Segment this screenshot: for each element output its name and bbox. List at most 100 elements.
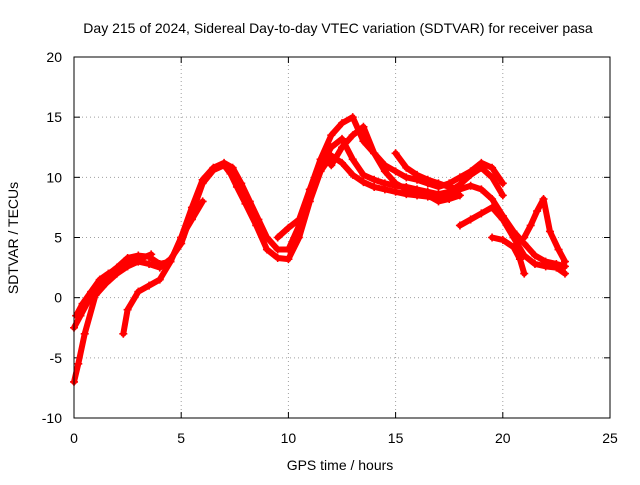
- data-point: [273, 253, 282, 262]
- data-point: [466, 167, 475, 176]
- data-point: [359, 170, 368, 179]
- data-point: [273, 245, 282, 254]
- data-point: [488, 233, 497, 242]
- data-point: [104, 269, 113, 278]
- x-tick-label: 15: [388, 430, 404, 446]
- data-point: [305, 185, 314, 194]
- data-point: [488, 194, 497, 203]
- data-point: [380, 167, 389, 176]
- series-track-9: [488, 233, 529, 278]
- data-point: [545, 227, 554, 236]
- data-point: [515, 255, 524, 264]
- data-point: [488, 203, 497, 212]
- data-point: [245, 197, 254, 206]
- x-tick-label: 5: [177, 430, 185, 446]
- data-point: [552, 263, 561, 272]
- data-point: [402, 163, 411, 172]
- data-point: [348, 170, 357, 179]
- data-point: [370, 175, 379, 184]
- data-point: [402, 185, 411, 194]
- data-point: [145, 259, 154, 268]
- data-point: [413, 170, 422, 179]
- data-point: [498, 179, 507, 188]
- data-point: [455, 173, 464, 182]
- data-point: [391, 149, 400, 158]
- data-point: [138, 253, 147, 262]
- y-tick-label: 15: [46, 109, 62, 125]
- data-point: [423, 175, 432, 184]
- data-point: [237, 179, 246, 188]
- data-point: [134, 287, 143, 296]
- data-point: [209, 163, 218, 172]
- data-point: [232, 182, 241, 191]
- data-point: [402, 173, 411, 182]
- data-point: [498, 215, 507, 224]
- data-point: [466, 181, 475, 190]
- data-point: [498, 191, 507, 200]
- data-point: [560, 257, 569, 266]
- chart-title: Day 215 of 2024, Sidereal Day-to-day VTE…: [83, 20, 593, 36]
- data-point: [509, 243, 518, 252]
- data-point: [477, 158, 486, 167]
- y-axis-label: SDTVAR / TECUs: [5, 182, 21, 294]
- data-point: [434, 197, 443, 206]
- data-point: [445, 182, 454, 191]
- data-point: [423, 191, 432, 200]
- series-band: [274, 114, 506, 241]
- data-point: [348, 113, 357, 122]
- data-point: [520, 251, 529, 260]
- data-point: [391, 179, 400, 188]
- data-point: [391, 167, 400, 176]
- series-track-3: [72, 250, 156, 320]
- data-point: [284, 255, 293, 264]
- data-point: [187, 203, 196, 212]
- data-point: [498, 235, 507, 244]
- series-band: [73, 251, 155, 319]
- data-point: [95, 275, 104, 284]
- data-point: [539, 194, 548, 203]
- data-layer: [70, 113, 569, 386]
- data-point: [145, 281, 154, 290]
- data-point: [434, 179, 443, 188]
- data-point: [338, 143, 346, 152]
- data-point: [520, 269, 529, 278]
- data-point: [262, 245, 271, 254]
- plot-frame: [73, 56, 611, 419]
- y-tick-label: 10: [46, 169, 62, 185]
- x-axis-label: GPS time / hours: [287, 457, 394, 473]
- data-point: [338, 134, 346, 143]
- data-point: [187, 215, 196, 224]
- data-point: [359, 122, 368, 131]
- x-tick-label: 25: [602, 430, 618, 446]
- data-point: [112, 264, 121, 273]
- data-point: [477, 185, 486, 194]
- data-point: [220, 158, 229, 167]
- x-tick-label: 10: [281, 430, 297, 446]
- data-point: [327, 131, 336, 140]
- data-point: [370, 149, 379, 158]
- data-point: [434, 190, 443, 199]
- data-point: [72, 311, 81, 320]
- data-point: [262, 233, 271, 242]
- data-point: [147, 250, 156, 259]
- data-point: [121, 261, 130, 270]
- data-point: [155, 275, 164, 284]
- data-point: [87, 287, 96, 296]
- y-tick-label: -5: [50, 350, 63, 366]
- data-point: [228, 163, 237, 172]
- data-point: [380, 179, 389, 188]
- data-point: [254, 215, 263, 224]
- data-point: [520, 233, 529, 242]
- series-track-10: [520, 194, 569, 266]
- data-point: [78, 299, 87, 308]
- data-point: [284, 245, 293, 254]
- data-point: [348, 155, 357, 164]
- data-point: [166, 257, 175, 266]
- data-point: [80, 329, 89, 338]
- data-point: [130, 257, 139, 266]
- data-point: [530, 259, 539, 268]
- data-point: [554, 245, 563, 254]
- data-point: [488, 163, 497, 172]
